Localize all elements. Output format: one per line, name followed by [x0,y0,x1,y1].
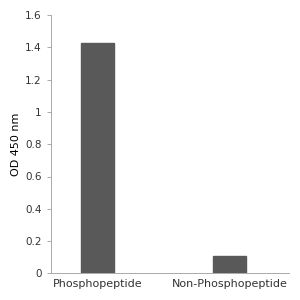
Bar [213,256,246,273]
Bar [81,43,114,273]
Y-axis label: OD 450 nm: OD 450 nm [11,112,21,176]
